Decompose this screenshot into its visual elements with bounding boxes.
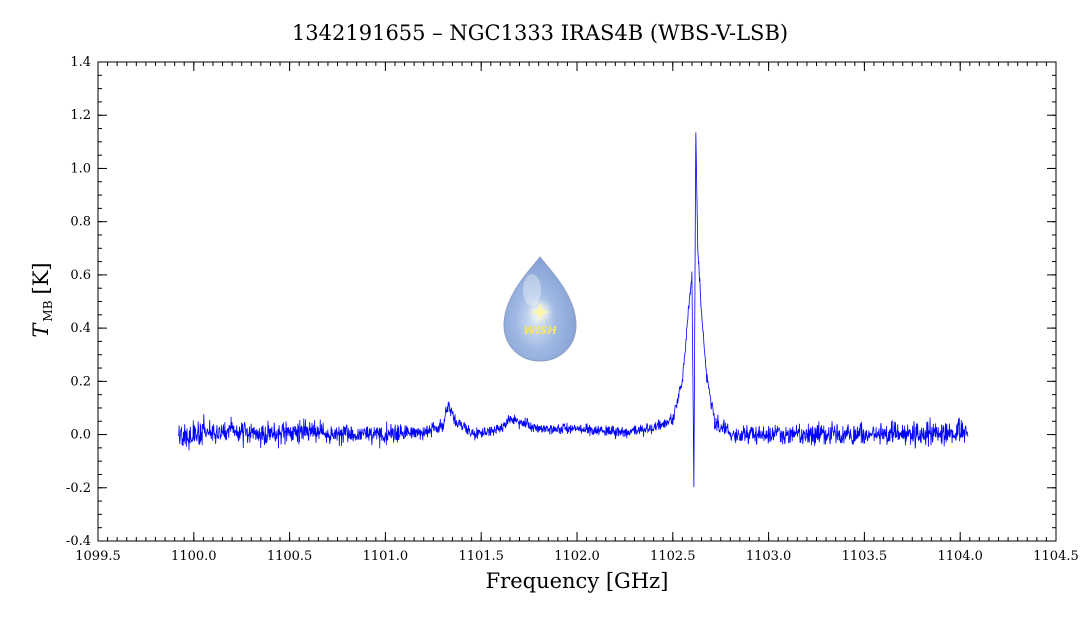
logo-text: WISH bbox=[523, 324, 556, 337]
y-tick-label: 0.0 bbox=[70, 428, 91, 443]
axis-ticks bbox=[97, 61, 1057, 542]
x-tick-labels: 1099.5 1100.0 1100.5 1101.0 1101.5 1102.0 1102… bbox=[75, 549, 1079, 564]
chart-title: 1342191655 – NGC1333 IRAS4B (WBS-V-LSB) bbox=[292, 21, 788, 45]
y-tick-label: 1.2 bbox=[70, 108, 91, 123]
x-tick-label: 1101.5 bbox=[458, 549, 504, 564]
y-axis-label: TMB [K] bbox=[29, 262, 55, 337]
y-tick-label: -0.2 bbox=[66, 481, 91, 496]
y-tick-label: -0.4 bbox=[66, 534, 91, 549]
y-tick-labels: -0.4 -0.2 0.0 0.2 0.4 0.6 0.8 1.0 1.2 1.4 bbox=[66, 55, 91, 549]
x-tick-label: 1101.0 bbox=[363, 549, 409, 564]
wish-logo: WISH bbox=[503, 256, 577, 362]
x-tick-label: 1099.5 bbox=[75, 549, 121, 564]
svg-text:TMB[K]: TMB [K] bbox=[29, 262, 55, 337]
plot-frame bbox=[97, 61, 1057, 542]
x-tick-label: 1100.0 bbox=[171, 549, 217, 564]
y-axis-label-unit: [K] bbox=[29, 262, 53, 294]
y-axis-label-sub: MB bbox=[41, 300, 55, 321]
y-tick-label: 0.4 bbox=[70, 321, 91, 336]
x-tick-label: 1103.0 bbox=[746, 549, 792, 564]
x-tick-label: 1103.5 bbox=[842, 549, 888, 564]
y-tick-label: 0.2 bbox=[70, 374, 91, 389]
x-axis-label: Frequency [GHz] bbox=[486, 569, 669, 593]
y-axis-label-main: T bbox=[29, 322, 53, 338]
y-tick-label: 0.6 bbox=[70, 268, 91, 283]
x-tick-label: 1102.5 bbox=[650, 549, 696, 564]
y-tick-label: 0.8 bbox=[70, 215, 91, 230]
x-tick-label: 1100.5 bbox=[267, 549, 313, 564]
x-tick-label: 1102.0 bbox=[554, 549, 600, 564]
x-tick-label: 1104.5 bbox=[1033, 549, 1079, 564]
y-tick-label: 1.4 bbox=[70, 55, 91, 70]
spectrum-line bbox=[178, 132, 969, 488]
x-tick-label: 1104.0 bbox=[937, 549, 983, 564]
y-tick-label: 1.0 bbox=[70, 161, 91, 176]
